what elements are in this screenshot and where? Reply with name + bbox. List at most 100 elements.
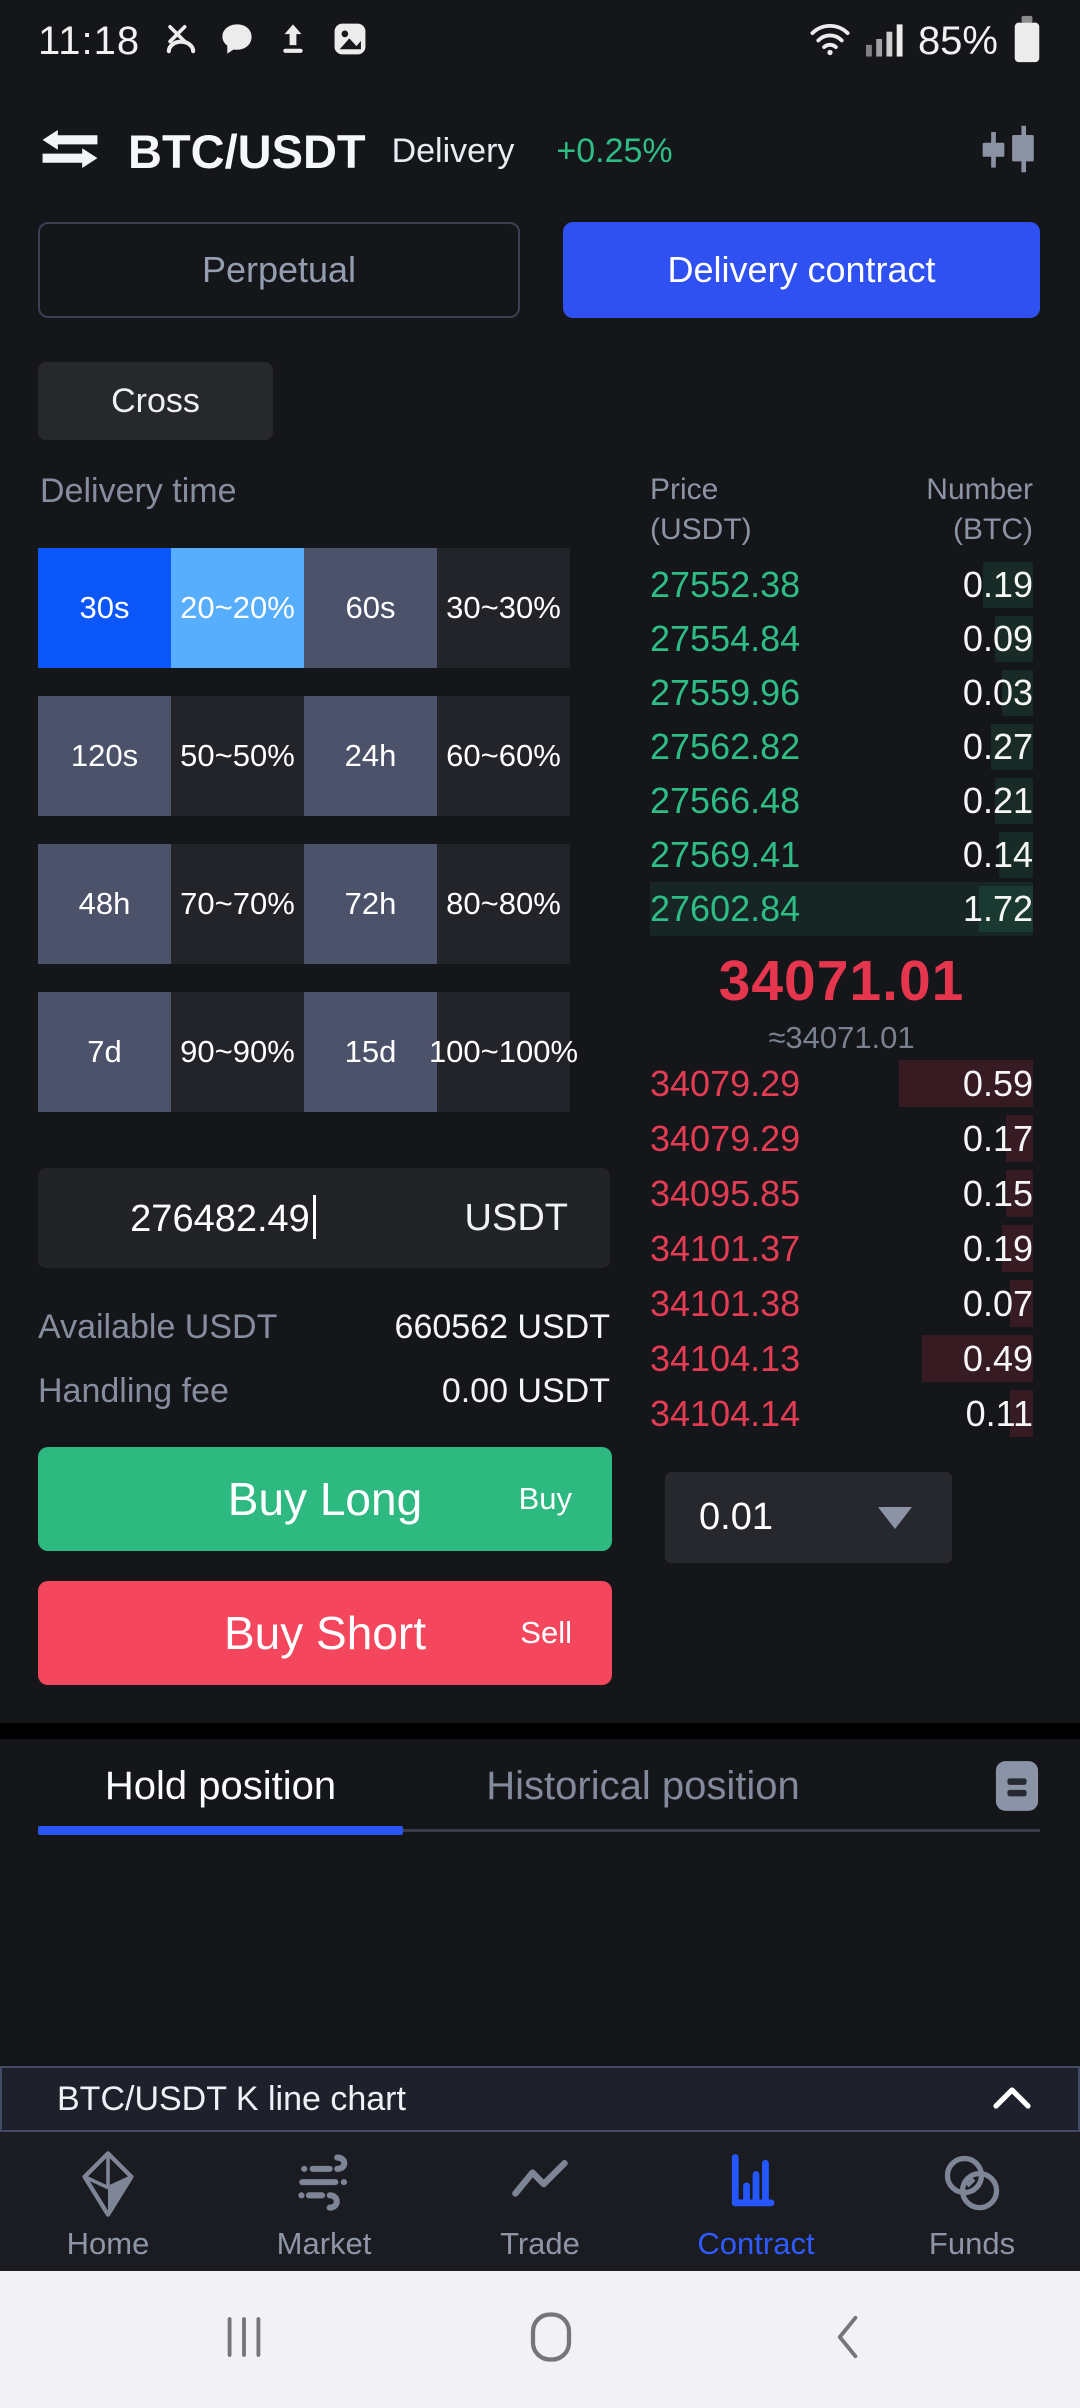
kline-candles-icon[interactable]: [978, 125, 1040, 178]
status-bar: 11:18: [0, 0, 1080, 72]
order-qty: 0.07: [962, 1282, 1033, 1324]
order-book-ask-row[interactable]: 27569.41 0.14: [650, 828, 1033, 882]
order-price: 27554.84: [650, 618, 801, 659]
signal-icon: [865, 21, 904, 62]
order-qty: 0.59: [962, 1062, 1033, 1104]
delivery-time-option[interactable]: 60~60%: [437, 696, 570, 816]
delivery-time-option[interactable]: 7d: [38, 992, 171, 1112]
change-percent: +0.25%: [556, 131, 673, 170]
wifi-icon: [808, 21, 852, 62]
nav-funds[interactable]: Funds: [864, 2132, 1080, 2271]
nav-home-label: Home: [66, 2226, 150, 2261]
order-book: Price (USDT) Number (BTC) 27552.38 0.19 2755…: [650, 470, 1033, 936]
amount-unit: USDT: [464, 1196, 568, 1239]
battery-percent: 85%: [917, 18, 998, 63]
order-list-icon[interactable]: [994, 1759, 1040, 1813]
notification-icons: [164, 21, 368, 62]
delivery-time-option[interactable]: 30s: [38, 548, 171, 668]
delivery-time-option[interactable]: 20~20%: [171, 548, 304, 668]
order-qty: 0.03: [962, 672, 1033, 713]
margin-mode-button[interactable]: Cross: [38, 362, 273, 440]
order-qty: 0.27: [962, 726, 1033, 767]
nav-contract[interactable]: Contract: [648, 2132, 864, 2271]
section-divider: [0, 1723, 1080, 1739]
order-qty: 0.11: [965, 1392, 1033, 1434]
nav-contract-label: Contract: [697, 2226, 815, 2261]
depth-bar: [994, 616, 1033, 662]
order-book-headers: Price (USDT) Number (BTC): [650, 470, 1033, 550]
order-book-bid-row[interactable]: 34101.37 0.19: [650, 1221, 1033, 1276]
nav-trade[interactable]: Trade: [432, 2132, 648, 2271]
depth-bar: [979, 886, 1033, 932]
nav-trade-label: Trade: [500, 2226, 580, 2261]
buy-long-button[interactable]: Buy Long Buy: [38, 1447, 612, 1551]
clock: 11:18: [38, 18, 141, 63]
order-price: 34104.14: [650, 1392, 801, 1434]
delivery-time-option[interactable]: 120s: [38, 696, 171, 816]
order-book-ask-row[interactable]: 27562.82 0.27: [650, 720, 1033, 774]
delivery-time-option[interactable]: 30~30%: [437, 548, 570, 668]
buy-short-label: Buy Short: [224, 1607, 426, 1659]
order-book-asks: 27552.38 0.19 27554.84 0.09 27559.96 0.03 2756…: [650, 558, 1033, 936]
order-book-ask-row[interactable]: 27552.38 0.19: [650, 558, 1033, 612]
order-book-ask-row[interactable]: 27602.84 1.72: [650, 882, 1033, 936]
delivery-time-option[interactable]: 48h: [38, 844, 171, 964]
order-book-bid-row[interactable]: 34101.38 0.07: [650, 1276, 1033, 1331]
tab-delivery-contract[interactable]: Delivery contract: [563, 222, 1040, 318]
order-book-ask-row[interactable]: 27554.84 0.09: [650, 612, 1033, 666]
depth-bar: [1006, 1115, 1033, 1162]
order-book-bid-row[interactable]: 34079.29 0.17: [650, 1111, 1033, 1166]
pair-title[interactable]: BTC/USDT: [128, 124, 366, 178]
recents-button[interactable]: [218, 2313, 270, 2366]
back-button[interactable]: [832, 2313, 862, 2366]
delivery-time-option[interactable]: 100~100%: [429, 992, 578, 1112]
amount-input[interactable]: 276482.49 USDT: [38, 1168, 610, 1268]
market-type-label: Delivery: [391, 131, 515, 170]
order-book-bid-row[interactable]: 34104.13 0.49: [650, 1331, 1033, 1386]
delivery-time-option[interactable]: 90~90%: [171, 992, 304, 1112]
trade-icon: [506, 2144, 574, 2224]
buy-short-side-tag: Sell: [520, 1615, 572, 1650]
tabs-rule: [38, 1829, 1040, 1832]
price-step-value: 0.01: [699, 1496, 773, 1538]
last-price-approx: ≈34071.01: [768, 1020, 915, 1055]
delivery-time-label: Delivery time: [40, 472, 237, 510]
system-nav-bar: [0, 2271, 1080, 2408]
depth-bar: [994, 778, 1033, 824]
order-book-bid-row[interactable]: 34095.85 0.15: [650, 1166, 1033, 1221]
contract-icon: [722, 2144, 790, 2224]
home-button[interactable]: [528, 2310, 574, 2369]
order-book-bid-row[interactable]: 34104.14 0.11: [650, 1386, 1033, 1441]
tab-historical-position[interactable]: Historical position: [486, 1763, 800, 1808]
delivery-time-option[interactable]: 60s: [304, 548, 437, 668]
nav-market[interactable]: Market: [216, 2132, 432, 2271]
delivery-time-option[interactable]: 15d: [304, 992, 437, 1112]
order-qty: 0.17: [962, 1117, 1033, 1159]
delivery-time-option[interactable]: 72h: [304, 844, 437, 964]
delivery-time-option[interactable]: 80~80%: [437, 844, 570, 964]
buy-short-button[interactable]: Buy Short Sell: [38, 1581, 612, 1685]
swap-pair-icon[interactable]: [38, 127, 102, 176]
fee-label: Handling fee: [38, 1372, 229, 1410]
order-book-ask-row[interactable]: 27566.48 0.21: [650, 774, 1033, 828]
order-price: 34079.29: [650, 1062, 801, 1104]
order-price: 34101.38: [650, 1282, 801, 1324]
contract-type-tabs: Perpetual Delivery contract: [38, 222, 1040, 318]
order-qty: 1.72: [962, 888, 1033, 929]
tab-hold-position[interactable]: Hold position: [104, 1763, 337, 1808]
kline-chart-bar[interactable]: BTC/USDT K line chart: [0, 2066, 1080, 2132]
delivery-time-option[interactable]: 70~70%: [171, 844, 304, 964]
price-step-select[interactable]: 0.01: [665, 1472, 952, 1563]
tab-perpetual[interactable]: Perpetual: [38, 222, 520, 318]
nav-funds-label: Funds: [928, 2226, 1016, 2261]
delivery-time-option[interactable]: 50~50%: [171, 696, 304, 816]
price-header: Price (USDT): [650, 473, 752, 546]
text-caret: [312, 1195, 316, 1239]
chevron-down-icon: [878, 1506, 912, 1529]
fee-value: 0.00 USDT: [441, 1372, 610, 1410]
nav-home[interactable]: Home: [0, 2132, 216, 2271]
order-book-bid-row[interactable]: 34079.29 0.59: [650, 1056, 1033, 1111]
delivery-time-option[interactable]: 24h: [304, 696, 437, 816]
order-book-ask-row[interactable]: 27559.96 0.03: [650, 666, 1033, 720]
